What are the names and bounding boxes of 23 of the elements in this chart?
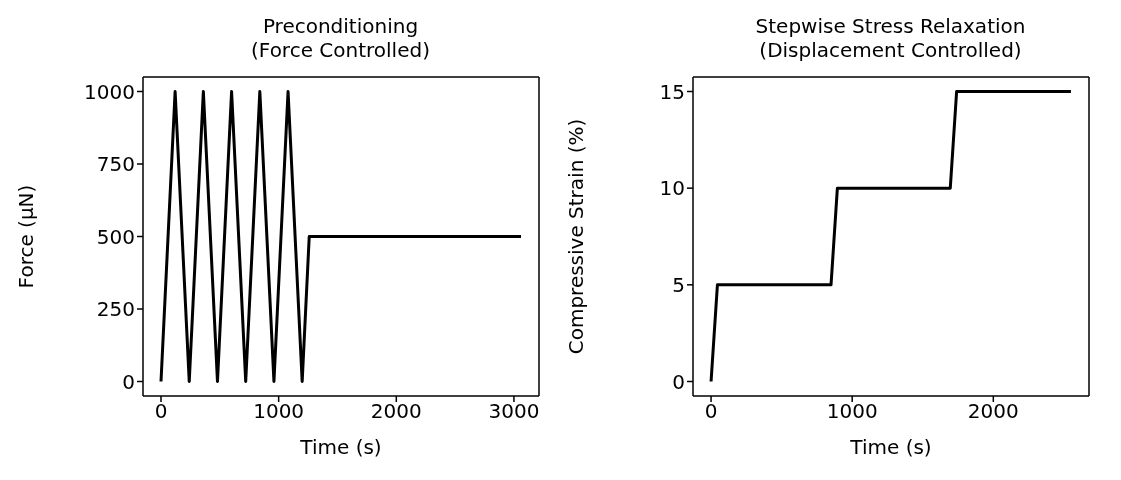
- y-axis-title: Compressive Strain (%): [564, 118, 589, 355]
- y-tick-label: 250: [96, 297, 135, 322]
- x-tick-label: 1000: [826, 399, 878, 424]
- x-axis-title: Time (s): [299, 435, 382, 459]
- chart-title: Preconditioning (Force Controlled): [250, 14, 431, 62]
- x-axis-title: Time (s): [849, 435, 932, 459]
- y-tick-label: 5: [672, 272, 685, 297]
- y-tick-label: 0: [672, 369, 685, 394]
- y-axis-title: Force (μN): [14, 184, 39, 289]
- line-series: [709, 90, 1073, 383]
- x-tick-label: 0: [704, 399, 718, 424]
- y-tick-label: 500: [96, 224, 135, 249]
- y-tick-label: 1000: [84, 79, 135, 104]
- x-tick-label: 2000: [967, 399, 1019, 424]
- x-tick-label: 2000: [370, 399, 422, 424]
- y-tick-label: 10: [659, 176, 685, 201]
- x-tick-label: 3000: [488, 399, 540, 424]
- x-tick-label: 0: [154, 399, 168, 424]
- chart-title: Stepwise Stress Relaxation (Displacement Controlled): [754, 14, 1027, 62]
- y-tick-label: 750: [96, 152, 135, 177]
- x-tick-label: 1000: [253, 399, 305, 424]
- y-tick-label: 15: [659, 79, 685, 104]
- y-tick-label: 0: [122, 369, 135, 394]
